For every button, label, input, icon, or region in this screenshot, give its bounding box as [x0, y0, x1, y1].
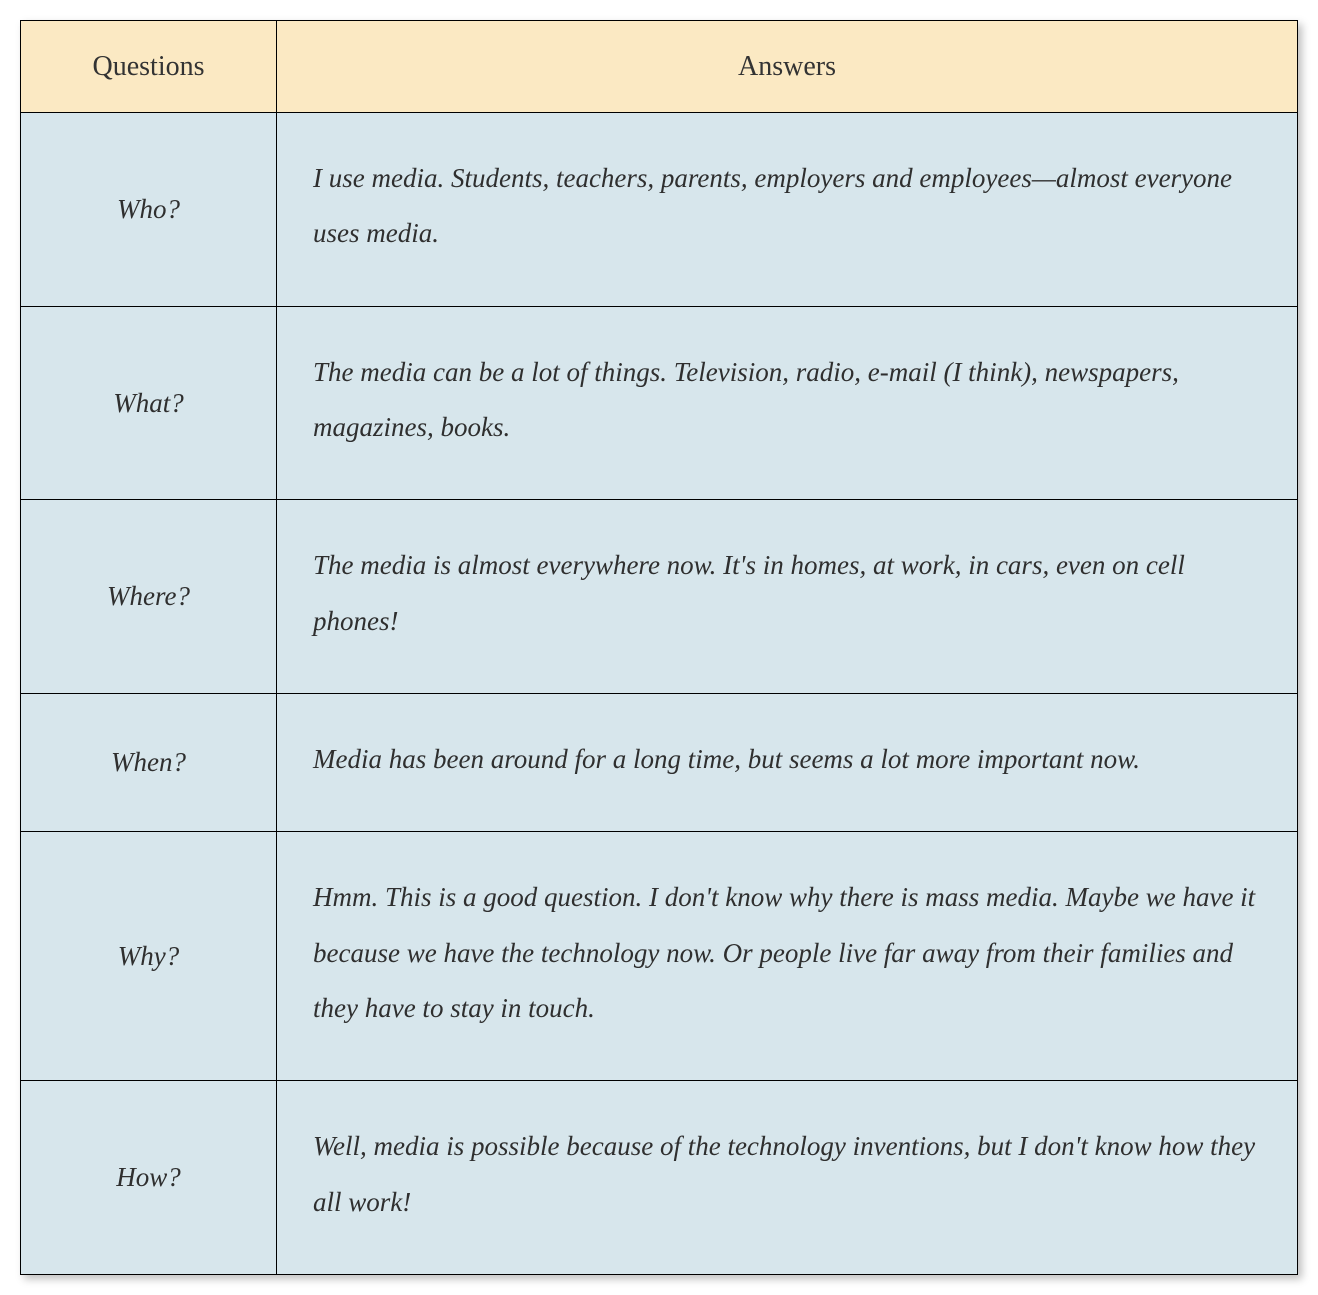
- question-cell: Where?: [21, 500, 277, 694]
- question-cell: When?: [21, 694, 277, 832]
- table-row: How? Well, media is possible because of …: [21, 1081, 1298, 1275]
- question-cell: What?: [21, 306, 277, 500]
- question-cell: Who?: [21, 113, 277, 307]
- answer-cell: The media is almost everywhere now. It's…: [277, 500, 1298, 694]
- answer-cell: Hmm. This is a good question. I don't kn…: [277, 832, 1298, 1081]
- answer-cell: I use media. Students, teachers, parents…: [277, 113, 1298, 307]
- answer-cell: Media has been around for a long time, b…: [277, 694, 1298, 832]
- table-row: When? Media has been around for a long t…: [21, 694, 1298, 832]
- table-row: Who? I use media. Students, teachers, pa…: [21, 113, 1298, 307]
- question-cell: How?: [21, 1081, 277, 1275]
- table-row: Where? The media is almost everywhere no…: [21, 500, 1298, 694]
- qa-table: Questions Answers Who? I use media. Stud…: [20, 20, 1298, 1275]
- col-header-questions: Questions: [21, 21, 277, 113]
- table-row: What? The media can be a lot of things. …: [21, 306, 1298, 500]
- answer-cell: The media can be a lot of things. Televi…: [277, 306, 1298, 500]
- answer-cell: Well, media is possible because of the t…: [277, 1081, 1298, 1275]
- col-header-answers: Answers: [277, 21, 1298, 113]
- table-header-row: Questions Answers: [21, 21, 1298, 113]
- table-row: Why? Hmm. This is a good question. I don…: [21, 832, 1298, 1081]
- qa-table-container: Questions Answers Who? I use media. Stud…: [20, 20, 1298, 1275]
- question-cell: Why?: [21, 832, 277, 1081]
